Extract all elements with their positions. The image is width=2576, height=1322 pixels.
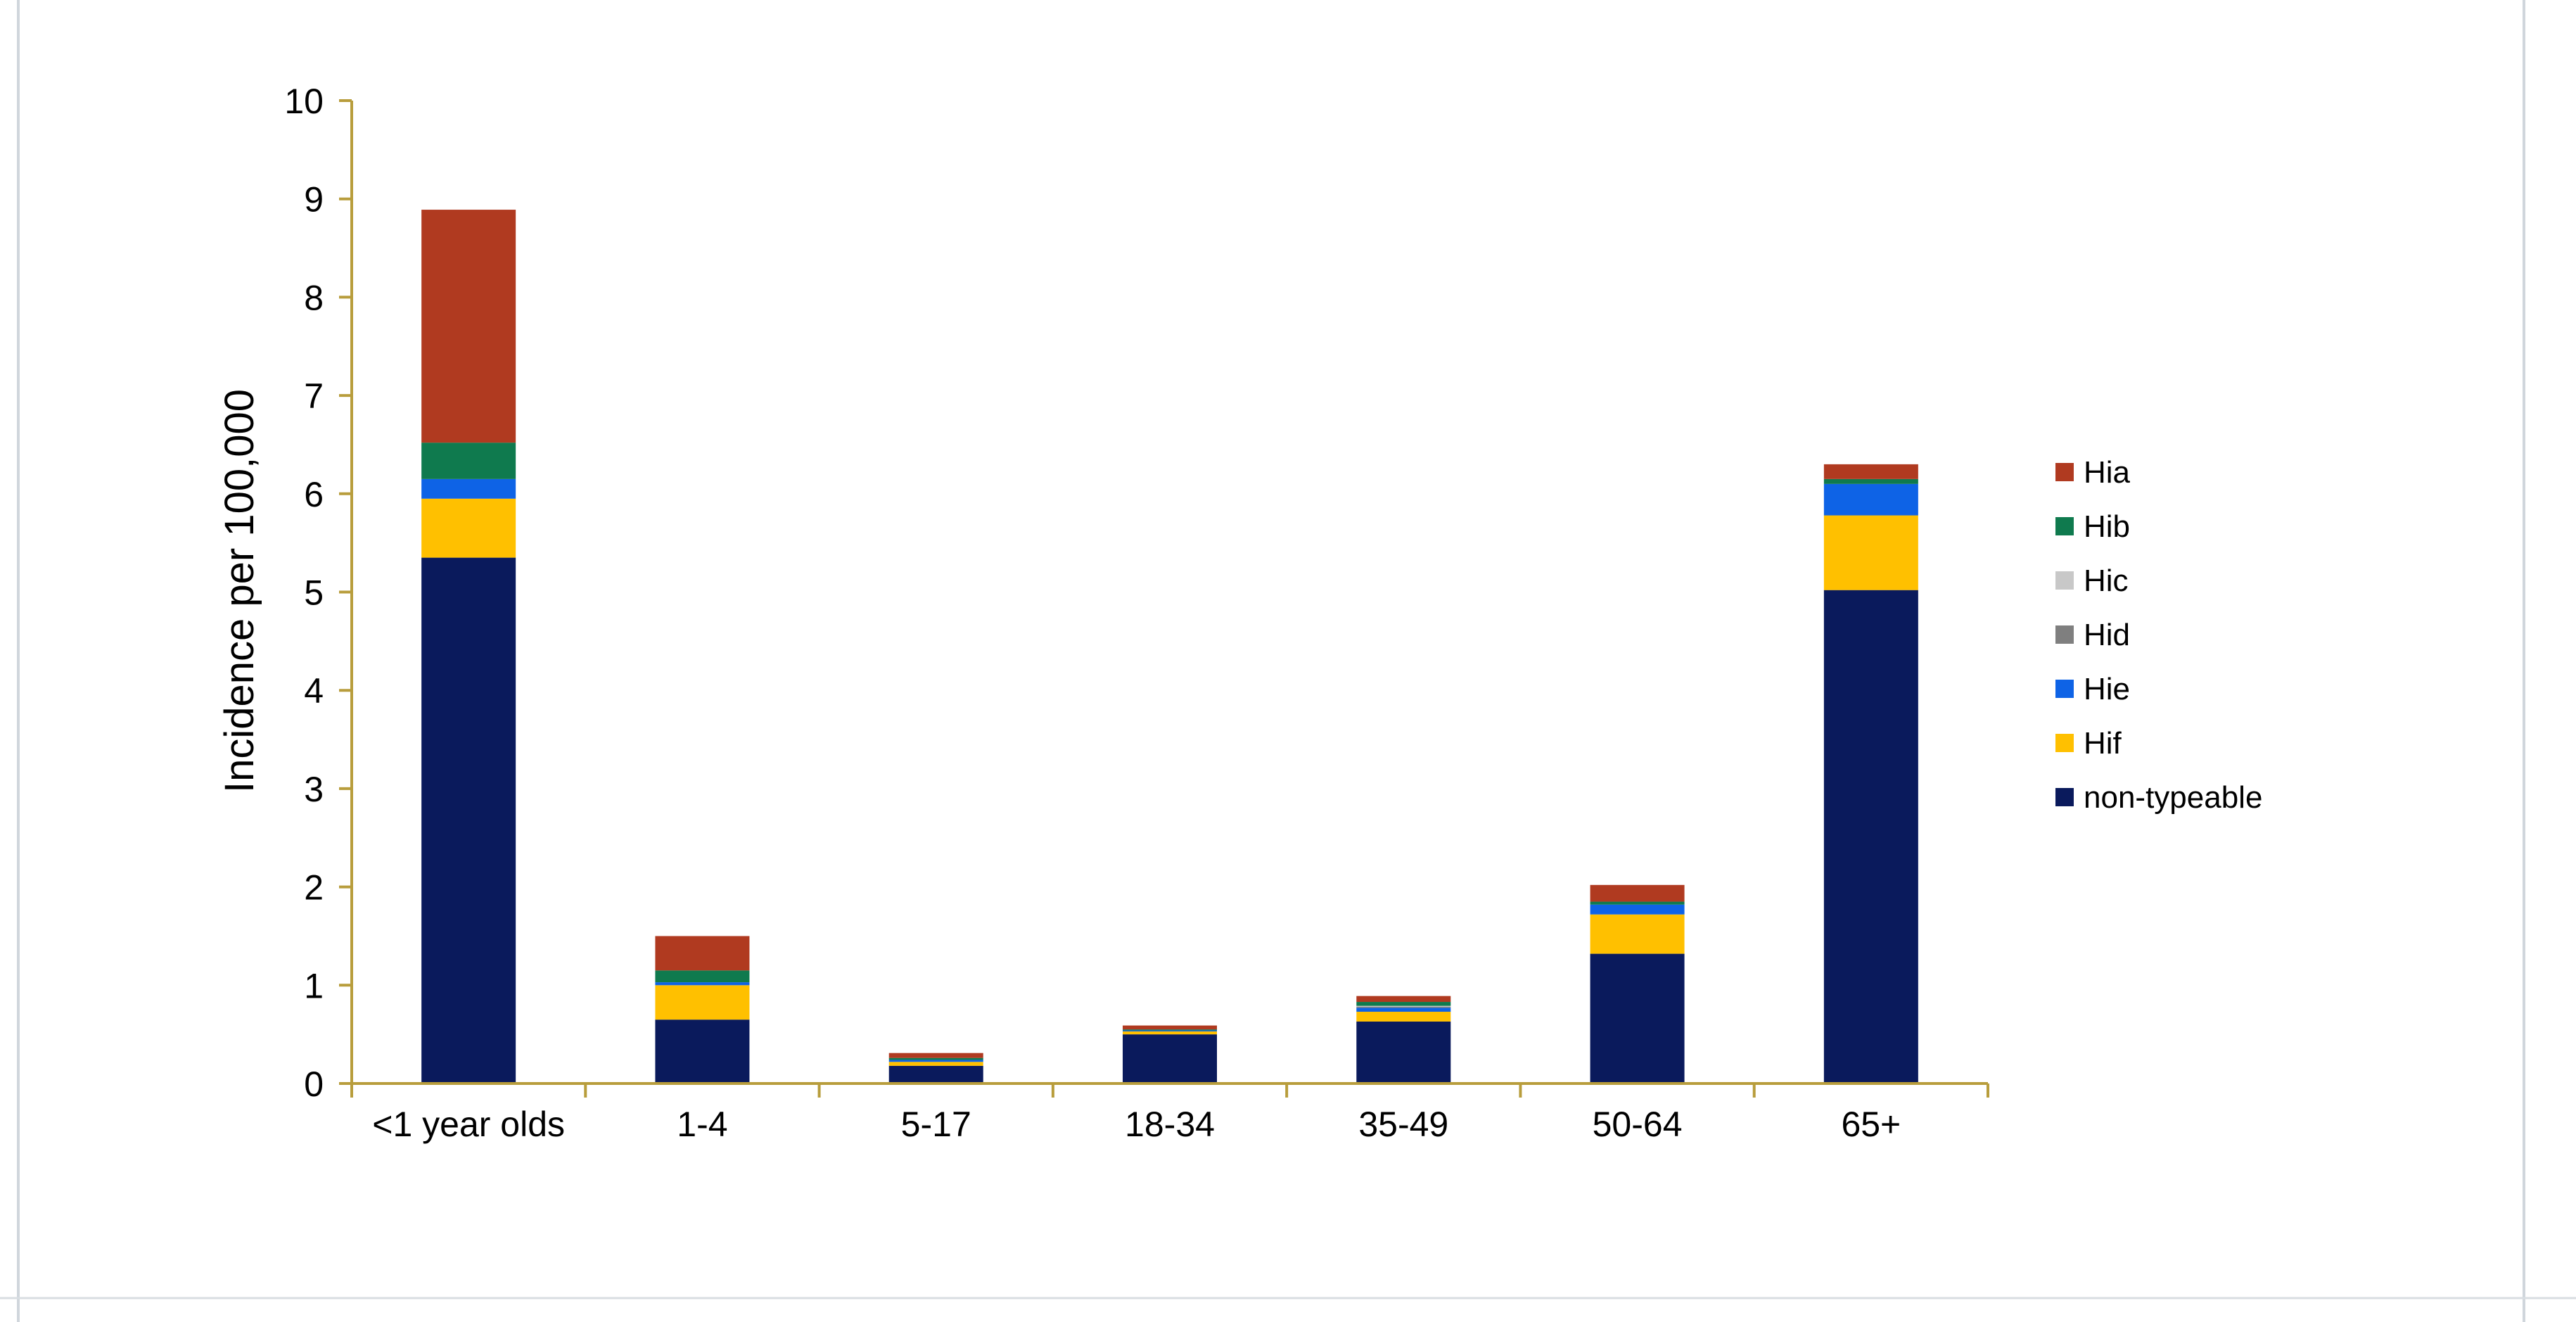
bar-segment-hib-2	[888, 1057, 983, 1060]
bar-segment-non-typeable-0	[421, 557, 516, 1083]
y-tick-label-8: 8	[304, 278, 324, 317]
legend-swatch-non-typeable	[2055, 788, 2074, 806]
bar-segment-hib-3	[1123, 1029, 1217, 1031]
x-tick-label-3: 18-34	[1125, 1105, 1215, 1144]
bar-segment-non-typeable-5	[1590, 953, 1685, 1083]
y-tick-label-5: 5	[304, 573, 324, 613]
y-tick-label-3: 3	[304, 770, 324, 809]
x-tick-label-6: 65+	[1841, 1105, 1901, 1144]
bar-segment-hie-4	[1356, 1008, 1451, 1012]
bar-segment-hie-6	[1823, 483, 1918, 516]
x-tick-label-0: <1 year olds	[372, 1105, 565, 1144]
bar-segment-non-typeable-4	[1356, 1021, 1451, 1083]
legend-swatch-hif	[2055, 734, 2074, 752]
x-tick-label-1: 1-4	[677, 1105, 727, 1144]
y-tick-label-7: 7	[304, 376, 324, 416]
bar-segment-hie-5	[1590, 904, 1685, 915]
x-tick-labels: <1 year olds 1-4 5-17 18-34 35-49 50-64 65+	[372, 1105, 1901, 1144]
y-tick-label-1: 1	[304, 966, 324, 1005]
x-tick-label-5: 50-64	[1593, 1105, 1683, 1144]
bar-segment-hie-1	[655, 982, 750, 986]
bar-segment-hif-5	[1590, 914, 1685, 954]
legend-label-hif: Hif	[2084, 726, 2122, 761]
legend: Hia Hib Hic Hid Hie Hif non-typeable	[2055, 455, 2262, 815]
bar-segment-hia-4	[1356, 996, 1451, 1003]
bar-segment-hif-6	[1823, 515, 1918, 590]
legend-swatch-hib	[2055, 517, 2074, 535]
legend-swatch-hia	[2055, 463, 2074, 481]
y-tick-label-6: 6	[304, 475, 324, 514]
x-tick-label-4: 35-49	[1358, 1105, 1448, 1144]
bar-segment-hia-6	[1823, 464, 1918, 479]
bar-segment-non-typeable-6	[1823, 590, 1918, 1083]
axes-layer	[339, 99, 1989, 1098]
y-tick-label-0: 0	[304, 1064, 324, 1104]
legend-label-non-typeable: non-typeable	[2084, 780, 2262, 815]
legend-label-hie: Hie	[2084, 672, 2130, 706]
bar-segment-non-typeable-2	[888, 1065, 983, 1083]
y-tick-label-4: 4	[304, 671, 324, 711]
bar-segment-hif-0	[421, 498, 516, 558]
y-tick-label-9: 9	[304, 180, 324, 220]
bar-segment-hid-4	[1356, 1007, 1451, 1008]
bar-segment-hia-2	[888, 1053, 983, 1058]
bar-segment-hib-6	[1823, 478, 1918, 484]
legend-label-hib: Hib	[2084, 509, 2130, 544]
bar-segment-hib-1	[655, 970, 750, 983]
y-tick-label-10: 10	[284, 82, 324, 121]
legend-swatch-hid	[2055, 625, 2074, 644]
bar-segment-hie-0	[421, 478, 516, 499]
bar-segment-hif-3	[1123, 1031, 1217, 1035]
legend-swatch-hie	[2055, 680, 2074, 698]
legend-label-hic: Hic	[2084, 564, 2129, 598]
bar-segment-hif-4	[1356, 1012, 1451, 1022]
bars-layer	[421, 210, 1918, 1083]
x-tick-label-2: 5-17	[901, 1105, 971, 1144]
legend-label-hia: Hia	[2084, 455, 2131, 490]
bar-segment-hia-3	[1123, 1025, 1217, 1030]
bar-segment-hia-0	[421, 210, 516, 443]
bar-segment-hib-5	[1590, 901, 1685, 905]
bar-segment-hib-4	[1356, 1002, 1451, 1006]
legend-label-hid: Hid	[2084, 618, 2130, 652]
y-tick-label-2: 2	[304, 868, 324, 908]
bar-segment-hic-4	[1356, 1005, 1451, 1008]
y-tick-labels: 0 1 2 3 4 5 6 7 8 9 10	[284, 82, 324, 1104]
bar-segment-hia-1	[655, 936, 750, 971]
bar-segment-hie-2	[888, 1060, 983, 1062]
bar-segment-non-typeable-3	[1123, 1034, 1217, 1083]
bar-segment-hif-1	[655, 985, 750, 1020]
bar-segment-non-typeable-1	[655, 1019, 750, 1083]
bar-segment-hif-2	[888, 1062, 983, 1066]
bar-segment-hia-5	[1590, 884, 1685, 902]
legend-swatch-hic	[2055, 571, 2074, 590]
bar-segment-hib-0	[421, 443, 516, 479]
y-axis-label: Incidence per 100,000	[217, 389, 262, 793]
